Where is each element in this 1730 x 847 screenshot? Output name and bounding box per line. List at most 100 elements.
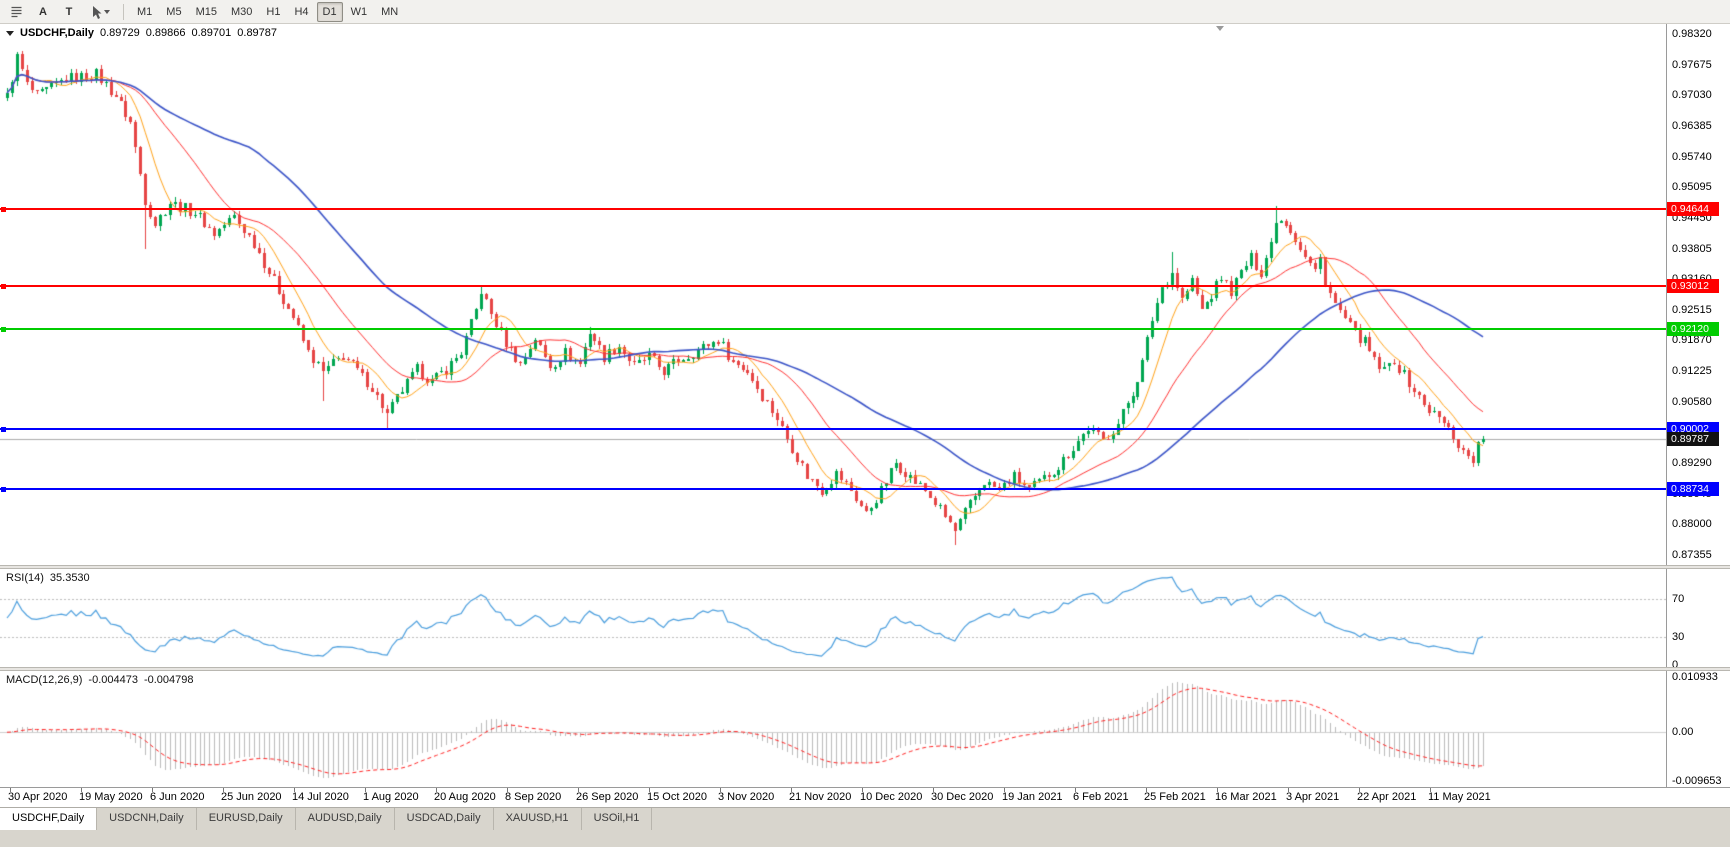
- tab-eurusd-daily[interactable]: EURUSD,Daily: [197, 808, 296, 830]
- time-axis-tick: [791, 788, 792, 792]
- time-axis-tick: [294, 788, 295, 792]
- tab-xauusd-h1[interactable]: XAUUSD,H1: [494, 808, 582, 830]
- price-tick-label: 0.93805: [1672, 242, 1712, 255]
- price-tick-label: 0.95740: [1672, 150, 1712, 163]
- time-axis-tick: [862, 788, 863, 792]
- tf-w1-button[interactable]: W1: [350, 5, 368, 18]
- toolbar-separator: [123, 3, 124, 20]
- time-axis-label: 25 Feb 2021: [1144, 791, 1206, 803]
- time-axis-tick: [1217, 788, 1218, 792]
- time-axis-tick: [1075, 788, 1076, 792]
- rsi-value: 35.3530: [49, 572, 90, 584]
- price-level-line[interactable]: [0, 428, 1666, 431]
- tf-m30-button[interactable]: M30: [230, 5, 253, 18]
- rsi-scale-label: 0: [1672, 659, 1679, 671]
- rsi-panel-title: RSI(14) 35.3530: [6, 572, 90, 584]
- price-chart-canvas[interactable]: [0, 24, 1666, 787]
- chart-tabs: USDCHF,Daily USDCNH,Daily EURUSD,Daily A…: [0, 808, 1730, 830]
- price-level-badge: 0.93012: [1667, 279, 1719, 294]
- level-handle-icon[interactable]: [1, 487, 6, 493]
- time-axis-tick: [436, 788, 437, 792]
- price-level-line[interactable]: [0, 327, 1666, 330]
- time-axis-tick: [720, 788, 721, 792]
- time-axis-label: 19 Jan 2021: [1002, 791, 1063, 803]
- price-level-line[interactable]: [0, 285, 1666, 288]
- panel-separator-macd[interactable]: [0, 667, 1730, 671]
- level-handle-icon[interactable]: [1, 427, 6, 433]
- time-axis-label: 21 Nov 2020: [789, 791, 852, 803]
- chart-shift-marker: [1216, 26, 1224, 31]
- tf-m15-button[interactable]: M15: [195, 5, 217, 18]
- time-axis-label: 15 Oct 2020: [647, 791, 707, 803]
- tf-h1-button[interactable]: H1: [266, 5, 281, 18]
- price-tick-label: 0.95095: [1672, 181, 1712, 194]
- time-axis-label: 14 Jul 2020: [292, 791, 349, 803]
- price-tick-label: 0.97675: [1672, 58, 1712, 71]
- time-axis-label: 19 May 2020: [79, 791, 143, 803]
- ohlc-close: 0.89787: [237, 27, 278, 39]
- time-axis-label: 22 Apr 2021: [1357, 791, 1417, 803]
- time-axis-label: 10 Dec 2020: [860, 791, 923, 803]
- level-handle-icon[interactable]: [1, 284, 6, 290]
- price-level-line[interactable]: [0, 207, 1666, 210]
- price-axis[interactable]: [1666, 24, 1730, 787]
- top-toolbar: A T M1 M5 M15 M30 H1 H4 D1 W1 MN: [0, 0, 1730, 24]
- time-axis-tick: [507, 788, 508, 792]
- time-axis[interactable]: [0, 787, 1730, 807]
- level-handle-icon[interactable]: [1, 206, 6, 212]
- price-tick-label: 0.90580: [1672, 395, 1712, 408]
- macd-signal-value: -0.004798: [143, 674, 194, 686]
- price-tick-label: 0.96385: [1672, 119, 1712, 132]
- time-axis-tick: [10, 788, 11, 792]
- price-level-badge: 0.88734: [1667, 482, 1719, 497]
- time-axis-label: 16 Mar 2021: [1215, 791, 1277, 803]
- time-axis-tick: [578, 788, 579, 792]
- level-handle-icon[interactable]: [1, 326, 6, 332]
- macd-panel-title: MACD(12,26,9) -0.004473 -0.004798: [6, 674, 194, 686]
- tf-d1-button[interactable]: D1: [316, 1, 343, 22]
- chart-tab-bar: USDCHF,Daily USDCNH,Daily EURUSD,Daily A…: [0, 807, 1730, 847]
- tab-usdchf-daily[interactable]: USDCHF,Daily: [0, 808, 98, 830]
- time-axis-label: 3 Apr 2021: [1286, 791, 1340, 803]
- tab-usoil-h1[interactable]: USOil,H1: [582, 808, 653, 830]
- tab-usdcnh-daily[interactable]: USDCNH,Daily: [97, 808, 197, 830]
- price-tick-label: 0.89290: [1672, 457, 1712, 470]
- price-tick-label: 0.88000: [1672, 518, 1712, 531]
- time-axis-tick: [223, 788, 224, 792]
- cursor-icon: [93, 5, 102, 19]
- ohlc-low: 0.89701: [191, 27, 232, 39]
- time-axis-label: 6 Feb 2021: [1073, 791, 1129, 803]
- cursor-tool-button[interactable]: [83, 2, 116, 22]
- macd-label: MACD(12,26,9): [6, 674, 83, 686]
- charts-list-icon: [11, 6, 22, 18]
- time-axis-label: 26 Sep 2020: [576, 791, 639, 803]
- time-axis-tick: [81, 788, 82, 792]
- chart-title-bar: USDCHF,Daily 0.89729 0.89866 0.89701 0.8…: [6, 27, 277, 39]
- tab-usdcad-daily[interactable]: USDCAD,Daily: [395, 808, 494, 830]
- price-tick-label: 0.87355: [1672, 549, 1712, 561]
- annotation-button[interactable]: A: [31, 2, 55, 22]
- rsi-scale-label: 70: [1672, 593, 1685, 606]
- tab-audusd-daily[interactable]: AUDUSD,Daily: [296, 808, 395, 830]
- time-axis-tick: [1430, 788, 1431, 792]
- symbol-collapse-icon: [6, 30, 14, 36]
- tf-mn-button[interactable]: MN: [381, 5, 399, 18]
- time-axis-tick: [1004, 788, 1005, 792]
- ohlc-high: 0.89866: [145, 27, 186, 39]
- price-level-line[interactable]: [0, 488, 1666, 491]
- time-axis-label: 1 Aug 2020: [363, 791, 419, 803]
- annotation-a-icon: A: [39, 5, 47, 18]
- panel-separator-rsi[interactable]: [0, 565, 1730, 569]
- price-tick-label: 0.97030: [1672, 89, 1712, 102]
- tf-m5-button[interactable]: M5: [166, 5, 182, 18]
- ohlc-open: 0.89729: [99, 27, 140, 39]
- time-axis-tick: [365, 788, 366, 792]
- time-axis-label: 20 Aug 2020: [434, 791, 496, 803]
- charts-list-button[interactable]: [4, 2, 29, 22]
- tf-m1-button[interactable]: M1: [137, 5, 153, 18]
- chevron-down-icon: [104, 9, 110, 14]
- macd-scale-label: 0.010933: [1672, 671, 1718, 683]
- text-tool-button[interactable]: T: [57, 2, 81, 22]
- tf-h4-button[interactable]: H4: [294, 5, 309, 18]
- time-axis-tick: [933, 788, 934, 792]
